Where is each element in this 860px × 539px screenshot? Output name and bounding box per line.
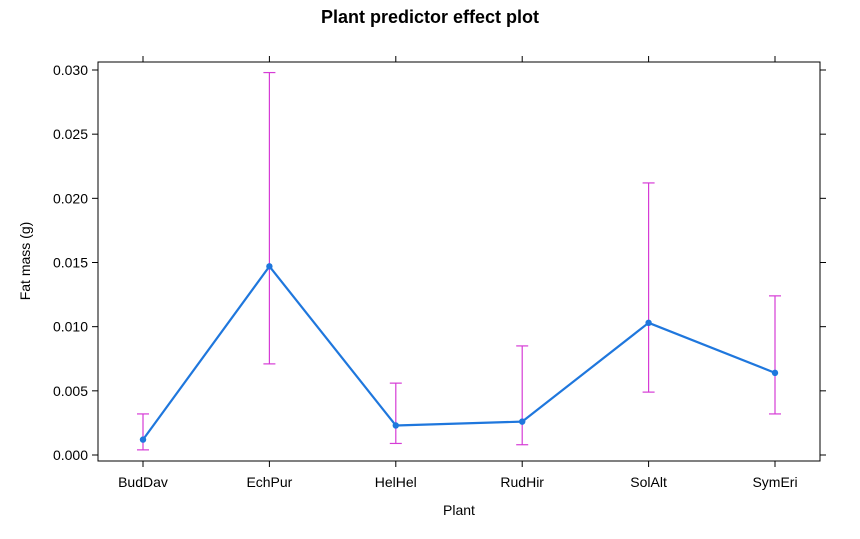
y-axis: 0.000 0.005 0.010 0.015 0.020 0.025 0.030 [53,62,826,463]
x-tick-label: EchPur [246,474,292,490]
data-point [392,422,399,429]
data-point [139,436,147,443]
x-tick-label: HelHel [375,474,417,490]
x-axis-label: Plant [443,502,475,518]
x-tick-label: RudHir [500,474,544,490]
data-point [266,263,273,270]
chart-title: Plant predictor effect plot [321,7,539,27]
plot-frame [97,61,821,462]
error-bars [137,71,781,451]
fat-mass-line [142,265,776,441]
y-tick-label: 0.005 [53,383,88,399]
x-tick-label: SolAlt [630,474,667,490]
y-tick-label: 0.030 [53,62,88,78]
y-tick-label: 0.015 [53,255,88,271]
data-point [519,418,526,425]
data-point [645,319,652,327]
y-tick-label: 0.010 [53,319,88,335]
x-tick-label: BudDav [118,474,168,490]
x-tick-label: SymEri [752,474,797,490]
series-line [142,265,776,441]
data-points [139,263,779,443]
y-tick-label: 0.020 [53,190,88,206]
y-axis-label: Fat mass (g) [17,222,33,301]
y-tick-label: 0.025 [53,126,88,142]
x-axis: BudDav EchPur HelHel RudHir SolAlt SymEri [118,56,798,490]
y-tick-label: 0.000 [53,447,88,463]
data-point [771,369,779,377]
